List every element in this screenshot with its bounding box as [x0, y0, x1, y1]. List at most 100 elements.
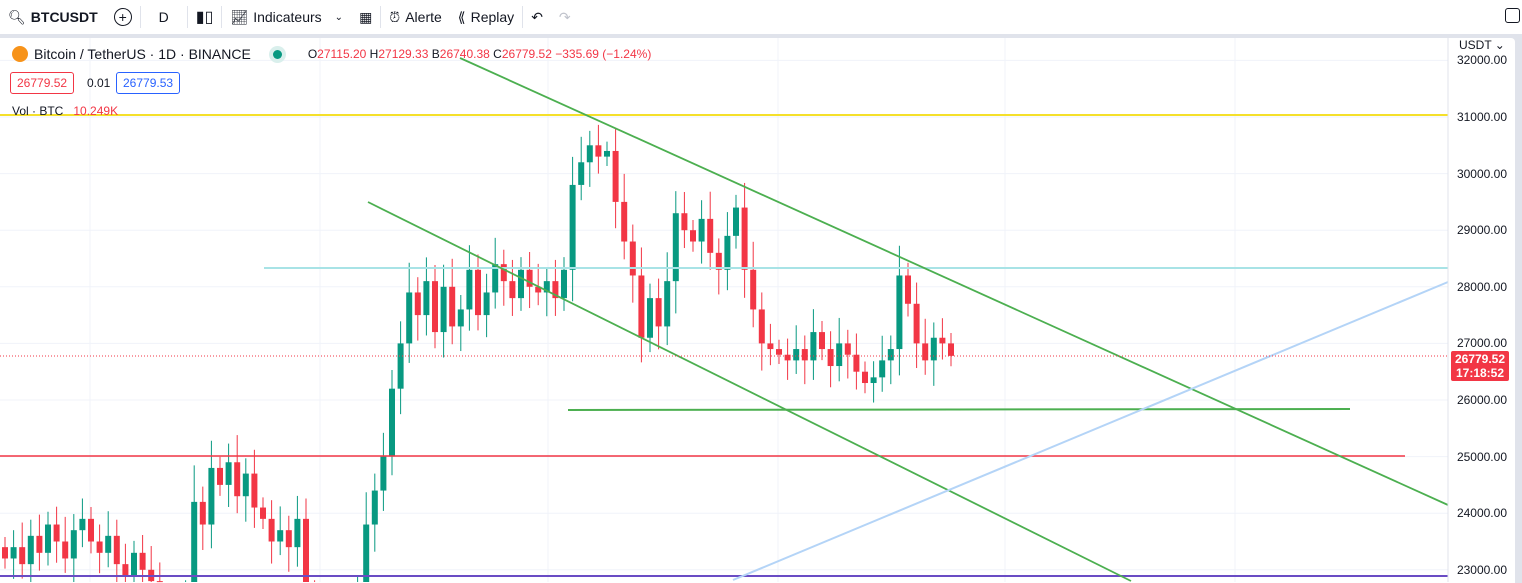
candle — [432, 265, 438, 349]
candle-body — [862, 371, 868, 384]
candle — [79, 498, 86, 548]
candle — [604, 141, 610, 166]
chart-canvas[interactable] — [0, 38, 1515, 583]
candle-body — [483, 292, 490, 316]
candle-body — [96, 541, 103, 553]
candle-body — [896, 275, 903, 350]
candle — [2, 536, 8, 569]
candle-body — [122, 564, 129, 576]
chart-pane[interactable]: Bitcoin / TetherUS · 1D · BINANCE O27115… — [0, 38, 1515, 583]
search-icon: 🔍︎ — [8, 8, 26, 25]
candle-body — [526, 269, 533, 287]
rising-trendline-blue[interactable] — [732, 281, 1449, 581]
candle — [96, 524, 103, 574]
candle-body — [733, 207, 739, 236]
alarm-clock-icon: ⏰︎ — [389, 8, 401, 25]
candle-body — [578, 162, 585, 185]
divider — [221, 6, 223, 28]
candle — [260, 497, 266, 530]
candle-body — [440, 286, 447, 333]
candle — [690, 220, 696, 252]
candle-body — [2, 547, 8, 559]
candle — [62, 516, 69, 573]
candle-body — [45, 524, 51, 553]
fullscreen-button[interactable] — [1505, 8, 1520, 23]
candle — [930, 322, 937, 386]
channel-lower-trendline[interactable] — [367, 201, 1132, 582]
spread-value: 0.01 — [87, 76, 111, 90]
price-tick: 24000.00 — [1456, 506, 1507, 521]
chart-type-button[interactable]: ▮▯ — [188, 0, 222, 34]
currency-selector[interactable]: USDT ⌄ — [1459, 38, 1505, 52]
last-price-label: 26779.52 17:18:52 — [1451, 351, 1509, 381]
candle — [681, 191, 688, 249]
candle-body — [285, 530, 292, 548]
undo-button[interactable]: ↶ — [523, 0, 551, 34]
candle — [922, 318, 929, 375]
candle — [638, 247, 645, 363]
candle — [741, 182, 748, 298]
candle-body — [113, 535, 120, 565]
candle-body — [70, 530, 77, 559]
sell-button[interactable]: 26779.52 — [10, 72, 75, 94]
symbol-search-button[interactable]: 🔍︎ BTCUSDT — [8, 8, 98, 26]
candle-body — [500, 264, 507, 282]
candle — [199, 486, 206, 550]
undo-icon: ↶ — [531, 8, 543, 25]
candle — [621, 173, 628, 260]
candle-body — [836, 343, 843, 367]
market-status-icon — [272, 49, 282, 59]
alert-button[interactable]: ⏰︎ Alerte — [389, 8, 442, 26]
channel-upper-trendline[interactable] — [459, 57, 1449, 506]
candle-body — [750, 269, 757, 310]
buy-button[interactable]: 26779.53 — [116, 72, 181, 94]
candle-body — [922, 343, 929, 361]
volume-legend: Vol · BTC 10.249K — [12, 104, 119, 118]
candle — [45, 511, 51, 566]
candle — [285, 515, 292, 572]
candle-body — [586, 145, 593, 163]
candle-body — [655, 298, 662, 327]
replay-button[interactable]: ⟪ Replay — [457, 8, 515, 26]
price-tick: 25000.00 — [1456, 449, 1507, 464]
candle-body — [930, 337, 937, 361]
support-line-green[interactable] — [567, 408, 1351, 411]
symbol-title[interactable]: Bitcoin / TetherUS · 1D · BINANCE — [34, 46, 251, 62]
redo-button[interactable]: ↷ — [551, 0, 579, 34]
candle-body — [131, 552, 137, 576]
candle — [406, 262, 413, 363]
compare-button[interactable]: + — [106, 0, 140, 34]
candle-body — [457, 309, 464, 327]
symbol-legend: Bitcoin / TetherUS · 1D · BINANCE O27115… — [12, 46, 651, 62]
price-axis[interactable]: USDT ⌄ 32000.00 31000.00 30000.00 29000.00 2… — [1448, 38, 1515, 583]
candle-body — [810, 332, 817, 361]
candle — [380, 432, 387, 511]
top-toolbar: 🔍︎ BTCUSDT + D ▮▯ 📈︎ Indicateurs ⌄ ▦ ⏰︎ Aler… — [0, 0, 1522, 34]
candle-body — [939, 337, 946, 344]
price-tick: 29000.00 — [1456, 223, 1507, 238]
candle-body — [371, 490, 378, 525]
interval-button[interactable]: D — [158, 9, 169, 25]
candle-body — [303, 518, 309, 582]
candle — [862, 361, 868, 394]
candle-body — [19, 547, 26, 565]
candle-body — [664, 281, 671, 327]
candle-body — [672, 213, 679, 282]
candle-body — [604, 150, 610, 157]
templates-button[interactable]: ▦ — [351, 0, 380, 34]
candle — [371, 473, 378, 552]
candle — [389, 370, 395, 476]
candle — [139, 534, 146, 582]
candle — [827, 331, 834, 388]
candle — [552, 259, 559, 316]
candle-body — [905, 275, 911, 304]
candle-body — [827, 349, 834, 367]
divider — [139, 6, 141, 28]
redo-icon: ↷ — [558, 8, 571, 25]
candle — [217, 456, 223, 496]
candle — [672, 191, 679, 314]
candle — [475, 254, 481, 331]
candle — [19, 522, 26, 579]
candle — [664, 252, 671, 346]
indicators-button[interactable]: 📈︎ Indicateurs ⌄ — [230, 8, 344, 26]
